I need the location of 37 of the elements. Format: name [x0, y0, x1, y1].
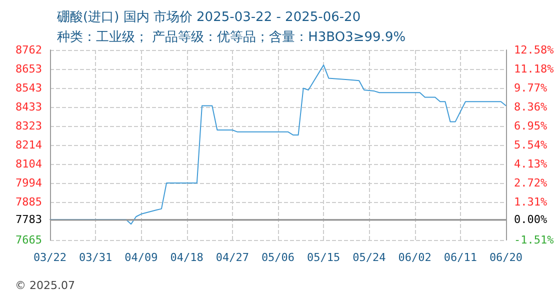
line-series	[50, 64, 506, 225]
y-tick-label: 8104	[16, 157, 42, 170]
y-tick-label: 8323	[16, 120, 42, 133]
y-tick-label: 8653	[16, 62, 42, 76]
y2-tick-label: -1.51%	[514, 234, 554, 246]
y-tick-label: 7783	[16, 213, 42, 226]
y2-tick-label: 2.72%	[514, 176, 548, 190]
x-tick-label: 03/22	[33, 251, 67, 264]
x-tick-label: 04/09	[124, 251, 158, 264]
y2-tick-label: 4.13%	[514, 157, 548, 170]
x-tick-label: 05/15	[307, 251, 340, 264]
text: © 2025.07	[15, 279, 75, 292]
x-tick-label: 03/31	[79, 251, 112, 264]
y2-tick-label: 9.77%	[514, 81, 548, 94]
y2-tick-label: 1.31%	[514, 195, 548, 208]
x-tick-label: 04/18	[170, 251, 204, 264]
x-tick-label: 06/20	[489, 251, 523, 264]
y-tick-label: 7994	[16, 176, 42, 190]
y2-tick-label: 11.18%	[514, 62, 554, 76]
x-tick-label: 04/27	[216, 251, 249, 264]
chart-subtitle: 种类：工业级； 产品等级：优等品；含量：H3BO3≥99.9%	[57, 30, 406, 45]
x-tick-label: 06/02	[398, 251, 432, 264]
y-tick-label: 8543	[16, 81, 42, 94]
y2-tick-label: 0.00%	[514, 213, 548, 226]
x-tick-label: 06/11	[444, 251, 477, 264]
y-tick-label: 8214	[16, 138, 42, 152]
y2-tick-label: 12.58%	[514, 44, 554, 56]
y2-tick-label: 8.36%	[514, 100, 548, 114]
y2-tick-label: 6.95%	[514, 119, 548, 132]
y-tick-label: 8433	[16, 100, 42, 114]
y-tick-label: 7665	[16, 234, 42, 246]
y2-tick-label: 5.54%	[514, 138, 548, 152]
chart-title: 硼酸(进口) 国内 市场价 2025-03-22 - 2025-06-20	[56, 10, 361, 25]
x-tick-label: 05/24	[352, 251, 386, 264]
y-tick-label: 7885	[16, 195, 42, 208]
y-tick-label: 8762	[16, 44, 42, 56]
x-tick-label: 05/06	[261, 251, 295, 264]
